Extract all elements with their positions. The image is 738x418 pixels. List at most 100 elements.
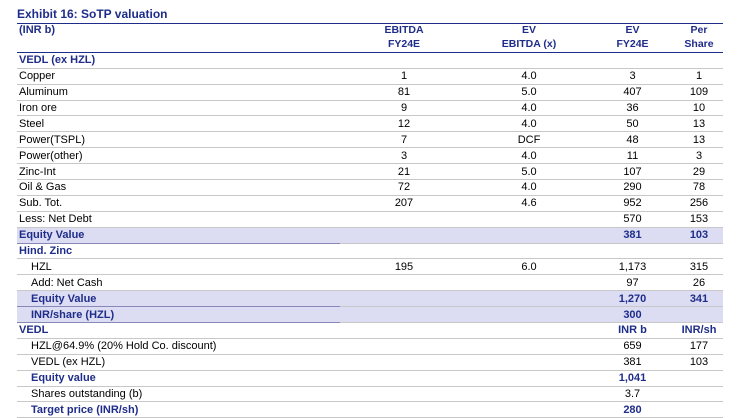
per-share-cell (675, 386, 723, 403)
per-share-cell (675, 243, 723, 260)
col-per-share-subheader: Share (675, 37, 723, 53)
ev-multiple-cell (468, 386, 590, 403)
exhibit-title: Exhibit 16: SoTP valuation (17, 7, 168, 21)
ebitda-cell (340, 338, 468, 355)
table-row: Sub. Tot. 207 4.6 952 256 (17, 195, 723, 212)
header-row-1: (INR b) EBITDA EV EV Per (17, 22, 723, 37)
ev-multiple-cell: 4.0 (468, 147, 590, 165)
ev-cell (590, 52, 675, 69)
ev-cell (590, 243, 675, 260)
row-label: HZL (17, 258, 340, 276)
per-share-cell: 103 (675, 354, 723, 371)
ebitda-cell (340, 227, 468, 244)
table-row: Add: Net Cash 97 26 (17, 274, 723, 292)
ev-cell: 1,173 (590, 258, 675, 276)
ebitda-cell: 81 (340, 84, 468, 101)
table-row: Iron ore 9 4.0 36 10 (17, 100, 723, 117)
title-rule (17, 23, 723, 24)
row-label: Copper (17, 68, 340, 85)
ebitda-cell (340, 243, 468, 260)
ebitda-cell: 21 (340, 163, 468, 181)
ev-cell: 381 (590, 354, 675, 371)
col-ebitda-header: EBITDA (384, 23, 424, 36)
ev-multiple-cell (468, 401, 590, 418)
row-label: Equity Value (17, 290, 340, 308)
row-label: VEDL (ex HZL) (17, 52, 340, 69)
row-label: Aluminum (17, 84, 340, 101)
ev-multiple-cell (468, 306, 590, 324)
ebitda-cell: 1 (340, 68, 468, 85)
table-row: Aluminum 81 5.0 407 109 (17, 84, 723, 101)
ebitda-cell: 9 (340, 100, 468, 117)
per-share-cell: 13 (675, 131, 723, 149)
table-row: Power(other) 3 4.0 11 3 (17, 147, 723, 165)
row-label: Zinc-Int (17, 163, 340, 181)
ev-multiple-cell (468, 227, 590, 244)
per-share-cell (675, 370, 723, 387)
per-share-cell (675, 52, 723, 69)
ebitda-cell (340, 322, 468, 339)
per-share-cell (675, 401, 723, 418)
table-row: Equity Value 1,270 341 (17, 290, 723, 308)
row-label: Power(other) (17, 147, 340, 165)
per-share-cell: 29 (675, 163, 723, 181)
ev-multiple-cell (468, 370, 590, 387)
ev-cell: 3.7 (590, 386, 675, 403)
ebitda-cell (340, 274, 468, 292)
per-share-cell: 26 (675, 274, 723, 292)
per-share-cell: 256 (675, 195, 723, 212)
per-share-cell: 341 (675, 290, 723, 308)
ebitda-cell (340, 211, 468, 228)
row-label: Shares outstanding (b) (17, 386, 340, 403)
row-label: Equity Value (17, 227, 340, 244)
table-row: Hind. Zinc (17, 243, 723, 260)
ev-multiple-cell (468, 354, 590, 371)
ev-cell: 570 (590, 211, 675, 228)
ev-multiple-cell: 4.6 (468, 195, 590, 212)
row-label: HZL@64.9% (20% Hold Co. discount) (17, 338, 340, 355)
ev-cell: 659 (590, 338, 675, 355)
table-row: Steel 12 4.0 50 13 (17, 115, 723, 133)
col-ev-multiple-header: EV (521, 23, 536, 36)
ev-multiple-cell (468, 52, 590, 69)
table-row: VEDL INR b INR/sh (17, 322, 723, 339)
ebitda-cell: 3 (340, 147, 468, 165)
per-share-cell: 153 (675, 211, 723, 228)
ev-cell: 11 (590, 147, 675, 165)
row-label: Power(TSPL) (17, 131, 340, 149)
ev-cell: 280 (590, 401, 675, 418)
ebitda-cell (340, 306, 468, 324)
table-row: VEDL (ex HZL) (17, 52, 723, 69)
ev-cell: 407 (590, 84, 675, 101)
ebitda-cell: 207 (340, 195, 468, 212)
ebitda-cell (340, 52, 468, 69)
ev-multiple-cell: 6.0 (468, 258, 590, 276)
ebitda-cell: 195 (340, 258, 468, 276)
header-blank (17, 37, 340, 53)
ev-cell: 952 (590, 195, 675, 212)
table-row: Equity value 1,041 (17, 370, 723, 387)
table-row: Oil & Gas 72 4.0 290 78 (17, 179, 723, 196)
per-share-cell: 315 (675, 258, 723, 276)
ebitda-cell (340, 370, 468, 387)
table-row: Equity Value 381 103 (17, 227, 723, 244)
ev-cell: 1,270 (590, 290, 675, 308)
row-label: VEDL (17, 322, 340, 339)
ebitda-cell (340, 386, 468, 403)
table-row: Zinc-Int 21 5.0 107 29 (17, 163, 723, 181)
ev-cell: 300 (590, 306, 675, 324)
table-row: Less: Net Debt 570 153 (17, 211, 723, 228)
ebitda-cell (340, 354, 468, 371)
per-share-cell: 103 (675, 227, 723, 244)
row-label: Iron ore (17, 100, 340, 117)
per-share-cell: 109 (675, 84, 723, 101)
table-row: Copper 1 4.0 3 1 (17, 68, 723, 85)
row-label: Equity value (17, 370, 340, 387)
ev-cell: 290 (590, 179, 675, 196)
col-ev-multiple-subheader: EBITDA (x) (468, 37, 590, 53)
sotp-table: (INR b) EBITDA EV EV Per FY24E EBITDA (x… (17, 22, 723, 418)
row-label: Add: Net Cash (17, 274, 340, 292)
row-label: VEDL (ex HZL) (17, 354, 340, 371)
ev-multiple-cell (468, 338, 590, 355)
unit-label: (INR b) (19, 23, 56, 36)
